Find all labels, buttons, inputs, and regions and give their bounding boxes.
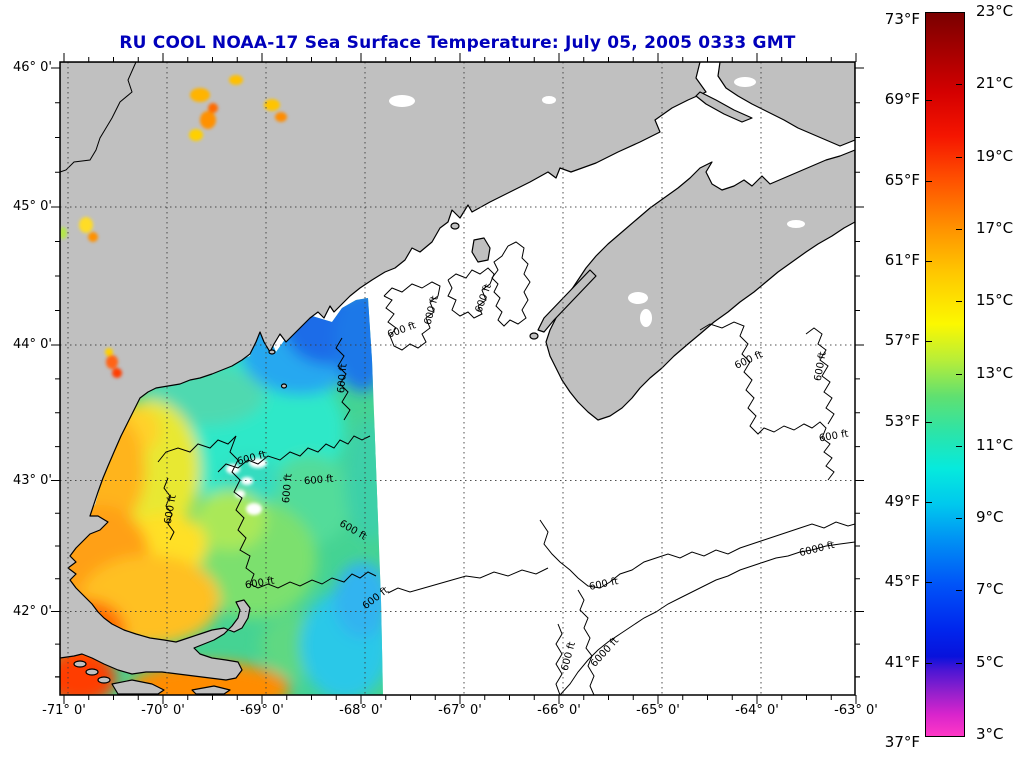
colorbar-fahrenheit-label: 45°F — [884, 572, 920, 591]
x-axis-tick-label: -71° 0' — [42, 703, 86, 718]
figure-title: RU COOL NOAA-17 Sea Surface Temperature:… — [119, 33, 796, 53]
colorbar-fahrenheit-tick — [926, 502, 932, 504]
colorbar-celsius-tick — [956, 445, 962, 447]
colorbar-fahrenheit-label: 53°F — [884, 411, 920, 430]
colorbar-fahrenheit-label: 41°F — [884, 652, 920, 671]
y-axis-tick-label: 46° 0' — [12, 60, 52, 75]
colorbar-fahrenheit-label: 73°F — [884, 10, 920, 29]
colorbar-fahrenheit-label: 57°F — [884, 331, 920, 350]
map-frame — [59, 61, 856, 696]
campobello-island — [450, 222, 460, 230]
axis-ticks — [51, 53, 864, 704]
colorbar-celsius-label: 21°C — [976, 74, 1014, 93]
penobscot-islands — [268, 349, 276, 355]
land-artifact-specks — [60, 75, 287, 378]
colorbar-celsius-tick — [956, 84, 962, 86]
digby-neck — [537, 269, 597, 333]
mainland-coastline — [60, 62, 707, 681]
colorbar-celsius-label: 23°C — [976, 2, 1014, 20]
matinicus-island — [280, 383, 288, 389]
colorbar-fahrenheit-tick — [926, 662, 932, 664]
colorbar-celsius-label: 13°C — [976, 363, 1014, 382]
brier-island — [529, 332, 539, 340]
grand-manan-island — [471, 237, 491, 263]
colorbar-celsius-label: 11°C — [976, 435, 1014, 454]
x-axis-tick-label: -65° 0' — [636, 703, 680, 718]
colorbar-fahrenheit-tick — [926, 100, 932, 102]
y-axis-tick-label: 43° 0' — [12, 472, 52, 488]
colorbar-fahrenheit-tick — [926, 582, 932, 584]
nova-scotia-coastline — [545, 149, 855, 421]
elizabeth-island-3 — [97, 676, 111, 684]
colorbar-fahrenheit-tick — [926, 261, 932, 263]
colorbar-fahrenheit-label: 37°F — [884, 733, 920, 752]
x-axis-tick-label: -63° 0' — [834, 703, 878, 718]
colorbar-celsius-label: 7°C — [976, 580, 1004, 599]
colorbar-celsius-tick — [956, 662, 962, 664]
land-cloud-patches — [389, 77, 805, 327]
colorbar-celsius-label: 5°C — [976, 652, 1004, 671]
colorbar-fahrenheit-tick — [926, 341, 932, 343]
colorbar-celsius-label: 17°C — [976, 218, 1014, 237]
colorbar-fahrenheit-tick — [926, 180, 932, 182]
x-axis-tick-label: -64° 0' — [735, 703, 779, 718]
x-axis-tick-label: -67° 0' — [438, 703, 482, 718]
colorbar-fahrenheit-label: 65°F — [884, 170, 920, 189]
colorbar-celsius-tick — [956, 156, 962, 158]
colorbar-celsius-label: 3°C — [976, 725, 1004, 743]
y-axis-tick-label: 45° 0' — [12, 199, 52, 214]
cloud-patches — [226, 458, 267, 515]
colorbar-celsius-label: 19°C — [976, 146, 1014, 165]
colorbar-fahrenheit-label: 61°F — [884, 251, 920, 270]
temperature-colorbar — [925, 12, 965, 737]
colorbar-celsius-tick — [956, 373, 962, 375]
x-axis-tick-label: -68° 0' — [339, 703, 383, 718]
elizabeth-island-1 — [73, 660, 87, 668]
marthas-vineyard — [111, 679, 165, 695]
colorbar-fahrenheit-tick — [926, 421, 932, 423]
nantucket-island — [191, 685, 231, 695]
x-axis-tick-label: -66° 0' — [537, 703, 581, 718]
colorbar-celsius-label: 15°C — [976, 291, 1014, 310]
graticule-grid — [60, 62, 855, 695]
y-axis-tick-label: 42° 0' — [12, 603, 52, 619]
land-masses — [60, 62, 855, 695]
colorbar-celsius-tick — [956, 518, 962, 520]
y-axis-tick-label: 44° 0' — [12, 337, 52, 352]
elizabeth-island-2 — [85, 668, 99, 676]
border-line — [59, 61, 137, 173]
bathymetry-contours — [157, 241, 855, 695]
colorbar-fahrenheit-label: 69°F — [884, 90, 920, 109]
colorbar-celsius-tick — [956, 228, 962, 230]
colorbar-celsius-tick — [956, 301, 962, 303]
colorbar-celsius-label: 9°C — [976, 508, 1004, 527]
x-axis-tick-label: -70° 0' — [141, 703, 185, 718]
colorbar-celsius-tick — [956, 590, 962, 592]
pei-sliver — [695, 91, 753, 123]
colorbar-fahrenheit-label: 49°F — [884, 492, 920, 511]
x-axis-tick-label: -69° 0' — [240, 703, 284, 718]
